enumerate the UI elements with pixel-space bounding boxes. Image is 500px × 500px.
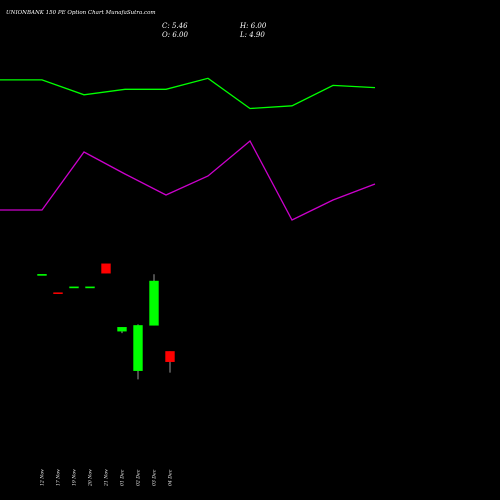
low-value: L: 4.90 [239,31,265,39]
candle-body [69,286,79,289]
candle-body [85,286,95,289]
candle-body [101,263,111,274]
indicator-lines [0,77,376,221]
close-value: C: 5.46 [162,22,188,30]
candlesticks [37,263,175,380]
x-tick-label: 12 Nov [40,469,46,486]
x-tick-label: 17 Nov [56,469,62,486]
candle-body [53,292,63,295]
high-value: H: 6.00 [239,22,267,30]
candle-body [133,325,143,371]
x-tick-label: 04 Dec [168,469,174,486]
candle-body [37,274,47,276]
chart-title: UNIONBANK 150 PE Option Chart MunafaSutr… [6,10,156,16]
candle-body [149,280,159,326]
x-tick-label: 01 Dec [120,469,126,486]
open-value: O: 6.00 [162,31,188,39]
x-axis-ticks: 12 Nov 17 Nov 19 Nov 20 Nov 21 Nov 01 Dec 02 D… [40,469,174,487]
green-indicator-line [0,77,376,110]
candle-body [117,327,127,332]
x-tick-label: 02 Dec [136,469,142,486]
x-tick-label: 03 Dec [152,469,158,486]
x-tick-label: 21 Nov [104,469,110,487]
x-tick-label: 20 Nov [88,469,94,487]
magenta-indicator-line [0,139,376,221]
x-tick-label: 19 Nov [72,469,78,486]
candle-body [165,351,175,362]
